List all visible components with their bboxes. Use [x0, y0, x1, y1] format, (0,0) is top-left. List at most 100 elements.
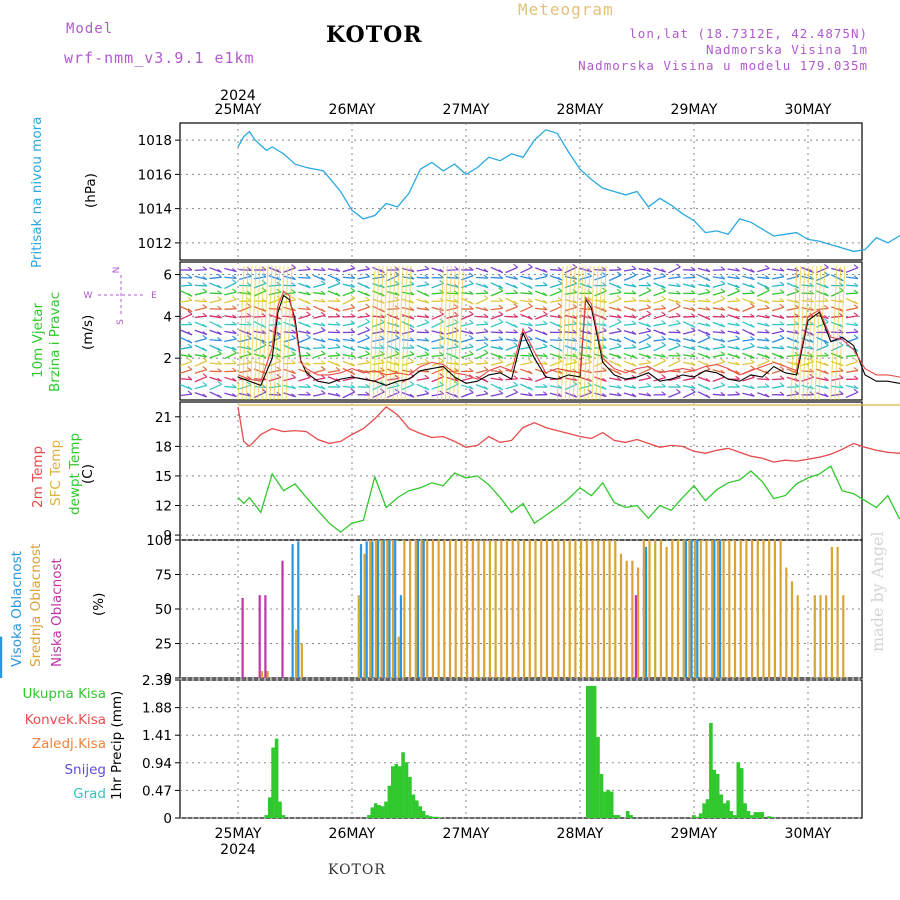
wind-barb	[668, 360, 681, 368]
wind-barb	[401, 307, 415, 311]
wind-barb-head	[335, 313, 341, 318]
temp-line-dewpt	[237, 465, 900, 533]
wind-barb	[475, 315, 489, 318]
y-tick-label: 2.35	[142, 673, 172, 689]
wind-barb-head	[750, 385, 755, 389]
wind-barb-head	[261, 339, 267, 344]
wind-barb	[401, 383, 415, 391]
wind-barb-head	[202, 366, 208, 371]
cloud-bar-cloud_low	[241, 598, 244, 678]
y-tick-label: 21	[155, 410, 172, 426]
wind-barb-head	[705, 346, 711, 351]
precip-bar	[274, 738, 279, 818]
wind-barb-head	[350, 283, 356, 288]
wind-barb-head	[291, 334, 296, 339]
wind-barb-head	[306, 383, 311, 388]
wind-barb-head	[483, 359, 489, 364]
cloud-bar-cloud_high	[644, 546, 648, 678]
wind-barb	[431, 282, 444, 289]
footer-station: KOTOR	[328, 862, 386, 878]
wind-barb	[283, 331, 296, 334]
wind-barb-head	[276, 333, 282, 338]
wind-barb	[342, 353, 355, 358]
wind-barb-head	[528, 302, 533, 307]
wind-barb-head	[409, 393, 415, 398]
cloud-bar-cloud_mid	[705, 540, 708, 678]
wind-barb-head	[187, 358, 193, 362]
precip-bar	[401, 752, 405, 818]
precip-bar	[736, 762, 741, 818]
wind-barb	[209, 362, 222, 365]
cloud-bar-cloud_mid	[773, 540, 776, 678]
wind-barb-head	[646, 359, 652, 364]
wind-barb	[387, 377, 400, 381]
wind-barb	[298, 345, 311, 351]
wind-barb	[446, 376, 459, 382]
wind-barb	[579, 391, 592, 398]
wind-barb	[786, 386, 799, 388]
wind-barb	[594, 353, 607, 358]
wind-barb-head	[764, 285, 770, 290]
wind-barb	[683, 338, 696, 343]
wind-barb	[638, 307, 651, 311]
wind-gust-band	[265, 265, 273, 400]
wind-barb-head	[483, 349, 489, 354]
wind-barb-head	[498, 311, 504, 316]
wind-barb-head	[483, 378, 489, 383]
wind-barb	[387, 330, 400, 334]
wind-barb	[239, 291, 252, 296]
cloud-bar-cloud_mid	[471, 540, 474, 678]
wind-barb	[816, 344, 829, 352]
precip-bar	[753, 812, 758, 818]
wind-barb-head	[187, 274, 193, 279]
wind-barb-head	[232, 349, 237, 354]
wind-barb-head	[602, 393, 607, 397]
wind-barb	[653, 267, 666, 273]
wind-barb	[742, 345, 755, 351]
wind-barb-head	[616, 271, 622, 276]
wind-barb	[697, 267, 711, 273]
wind-barb	[549, 274, 563, 281]
wind-gust-band	[444, 265, 453, 400]
wind-barb-head	[690, 266, 696, 271]
wind-gust-band	[448, 265, 457, 400]
cloud-bar-cloud_high	[394, 540, 397, 678]
y-tick-label: 1018	[138, 133, 172, 149]
cloud-bar-cloud_mid	[619, 553, 623, 678]
wind-barb-head	[616, 314, 622, 319]
precip-bar	[715, 774, 720, 818]
precip-bar	[373, 803, 378, 818]
wind-barb-head	[217, 360, 222, 365]
wind-barb	[653, 322, 666, 327]
wind-barb-head	[676, 302, 681, 307]
wind-barb	[638, 345, 651, 351]
wind-barb	[461, 384, 474, 390]
wind-barb-head	[320, 360, 326, 365]
wind-barb	[712, 376, 726, 382]
top-day-label: 28MAY	[557, 102, 604, 118]
wind-gust-band	[249, 265, 257, 400]
wind-barb-head	[853, 334, 859, 339]
wind-barb	[298, 368, 311, 375]
wind-barb	[416, 338, 429, 342]
wind-barb	[327, 306, 341, 312]
wind-barb	[771, 284, 785, 287]
wind-barb	[180, 284, 193, 287]
wind-barb	[742, 376, 755, 382]
wind-barb	[683, 276, 696, 279]
cloud-bar-cloud_high	[690, 540, 693, 678]
wind-barb-head	[824, 292, 829, 297]
wind-gust-band	[392, 265, 400, 400]
wind-barb	[757, 267, 770, 273]
wind-barb	[564, 291, 577, 296]
wind-barb	[608, 298, 622, 305]
top-day-label: 30MAY	[785, 102, 832, 118]
wind-barb-head	[350, 384, 356, 388]
wind-barb	[194, 275, 207, 281]
wind-barb-head	[498, 386, 504, 391]
wind-barb	[416, 354, 429, 358]
wind-barb	[653, 360, 666, 368]
wind-barb	[372, 315, 385, 319]
cloud-bar-cloud_mid	[397, 636, 400, 678]
wind-barb	[401, 291, 415, 296]
